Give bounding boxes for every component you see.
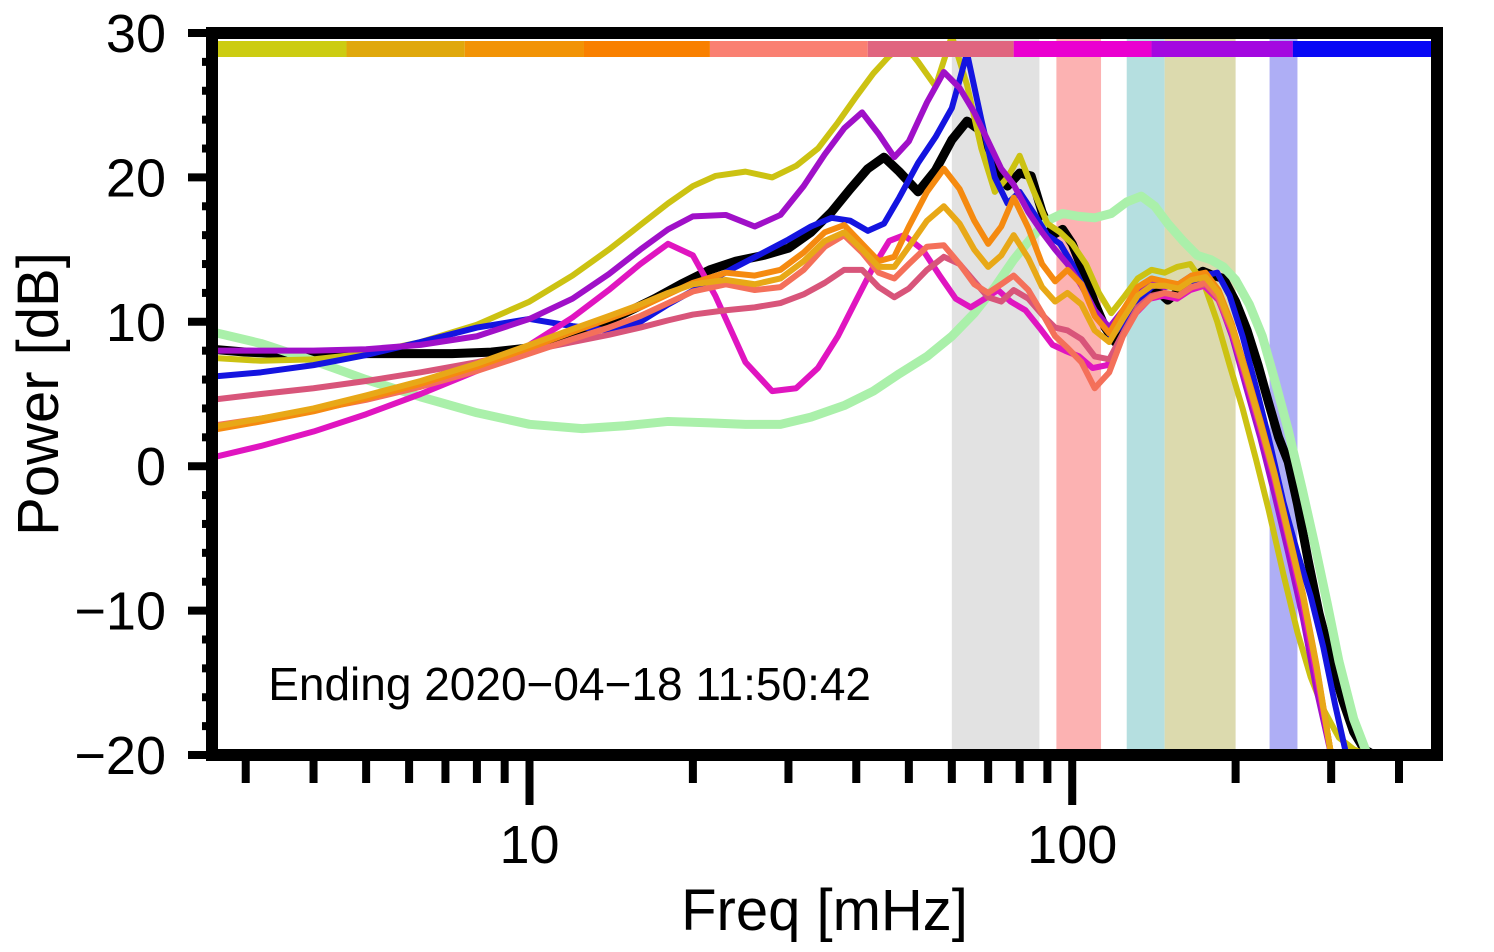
- x-axis-title: Freq [mHz]: [681, 878, 968, 943]
- axes-frame-group: [206, 27, 1443, 761]
- x-tick-label: 10: [499, 815, 559, 875]
- colorbar-segment-0: [212, 41, 347, 57]
- ending-timestamp-annotation: Ending 2020−04−18 11:50:42: [268, 658, 871, 710]
- x-tick-label: 100: [1027, 815, 1117, 875]
- y-tick-label: −20: [74, 726, 166, 786]
- spectrum-salmon: [212, 232, 1335, 755]
- shaded-bands-group: [951, 39, 1298, 755]
- y-axis-title: Power [dB]: [6, 252, 71, 536]
- y-tick-label: −10: [74, 582, 166, 642]
- y-tick-label: 0: [136, 437, 166, 497]
- axes-frame: [206, 27, 1443, 761]
- colorbar-segment-5: [867, 41, 1014, 57]
- y-tick-label: 30: [106, 4, 166, 64]
- colorbar-segment-3: [583, 41, 710, 57]
- band-gray: [951, 39, 1040, 755]
- series-group: [212, 33, 1384, 755]
- band-khaki: [1164, 39, 1236, 755]
- ticks-group: [188, 29, 1403, 805]
- colorbar-segment-6: [1013, 41, 1152, 57]
- colorbar-segment-8: [1292, 41, 1437, 57]
- colorbar-segment-1: [346, 41, 465, 57]
- colorbar-group: [212, 41, 1437, 57]
- colorbar-segment-2: [464, 41, 584, 57]
- colorbar-segment-4: [709, 41, 868, 57]
- y-tick-label: 10: [106, 293, 166, 353]
- tick-labels-group: −20 −10 0 10 20 30 10 100: [74, 4, 1117, 875]
- y-tick-label: 20: [106, 148, 166, 208]
- spectrum-blue: [212, 50, 1350, 755]
- band-lightblue: [1126, 39, 1165, 755]
- spectrum-gold: [212, 203, 1335, 755]
- colorbar-segment-7: [1151, 41, 1293, 57]
- band-salmon: [1056, 39, 1102, 755]
